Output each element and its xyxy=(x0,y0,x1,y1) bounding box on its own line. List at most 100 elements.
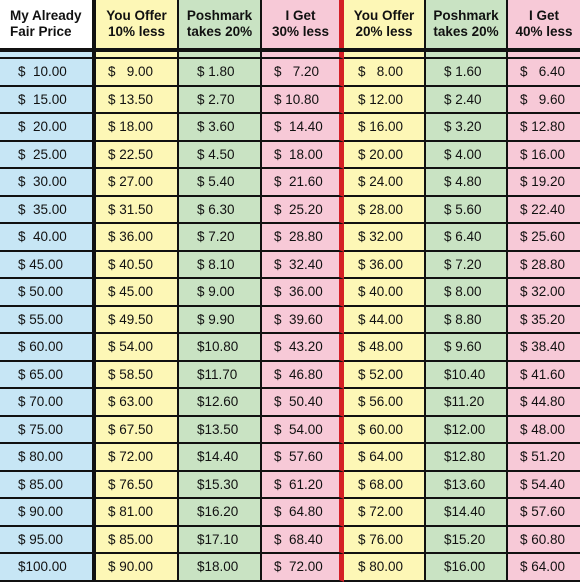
net-30-cell: $ 43.20 xyxy=(262,334,344,362)
header-fair-price: My Already Fair Price xyxy=(0,0,96,48)
offer-10-cell: $ 22.50 xyxy=(96,141,179,169)
header-line-2: 20% less xyxy=(355,24,413,39)
net-40-cell: $ 54.40 xyxy=(508,471,580,499)
table-row: $ 65.00 $ 58.50 $11.70 $ 46.80 $ 52.00 $10.40… xyxy=(0,361,580,389)
fair-price-cell: $ 95.00 xyxy=(0,526,96,554)
offer-20-cell: $ 56.00 xyxy=(344,389,426,417)
net-40-cell: $ 64.00 xyxy=(508,554,580,582)
offer-10-cell: $ 13.50 xyxy=(96,86,179,114)
offer-10-cell: $ 36.00 xyxy=(96,224,179,252)
fee-10-cell: $ 4.50 xyxy=(179,141,262,169)
fee-20-cell: $ 4.80 xyxy=(426,169,508,197)
table-row: $ 80.00 $ 72.00 $14.40 $ 57.60 $ 64.00 $12.80… xyxy=(0,444,580,472)
net-40-cell: $ 57.60 xyxy=(508,499,580,527)
net-40-cell: $ 44.80 xyxy=(508,389,580,417)
fair-price-cell: $ 40.00 xyxy=(0,224,96,252)
fee-10-cell: $ 3.60 xyxy=(179,114,262,142)
spacer-cell xyxy=(262,52,344,59)
fee-20-cell: $11.20 xyxy=(426,389,508,417)
offer-20-cell: $ 44.00 xyxy=(344,306,426,334)
header-offer-20: You Offer 20% less xyxy=(344,0,426,48)
offer-20-cell: $ 60.00 xyxy=(344,416,426,444)
offer-20-cell: $ 32.00 xyxy=(344,224,426,252)
fair-price-cell: $ 35.00 xyxy=(0,196,96,224)
offer-20-cell: $ 64.00 xyxy=(344,444,426,472)
fee-20-cell: $12.80 xyxy=(426,444,508,472)
fee-10-cell: $ 2.70 xyxy=(179,86,262,114)
offer-10-cell: $ 9.00 xyxy=(96,59,179,87)
net-30-cell: $ 21.60 xyxy=(262,169,344,197)
offer-10-cell: $ 18.00 xyxy=(96,114,179,142)
table-row: $ 20.00 $ 18.00 $ 3.60 $ 14.40 $ 16.00 $ 3.20… xyxy=(0,114,580,142)
fee-20-cell: $ 4.00 xyxy=(426,141,508,169)
offer-20-cell: $ 8.00 xyxy=(344,59,426,87)
spacer-cell xyxy=(96,52,179,59)
table-row: $ 90.00 $ 81.00 $16.20 $ 64.80 $ 72.00 $14.40… xyxy=(0,499,580,527)
header-offer-10: You Offer 10% less xyxy=(96,0,179,48)
offer-20-cell: $ 76.00 xyxy=(344,526,426,554)
net-30-cell: $ 25.20 xyxy=(262,196,344,224)
fair-price-cell: $ 30.00 xyxy=(0,169,96,197)
spacer-cell xyxy=(344,52,426,59)
fee-20-cell: $ 3.20 xyxy=(426,114,508,142)
fee-10-cell: $ 6.30 xyxy=(179,196,262,224)
offer-20-cell: $ 16.00 xyxy=(344,114,426,142)
net-30-cell: $ 14.40 xyxy=(262,114,344,142)
fair-price-cell: $ 70.00 xyxy=(0,389,96,417)
net-40-cell: $ 19.20 xyxy=(508,169,580,197)
table-header: My Already Fair Price You Offer 10% less Pos… xyxy=(0,0,580,52)
offer-20-cell: $ 12.00 xyxy=(344,86,426,114)
net-40-cell: $ 28.80 xyxy=(508,251,580,279)
fee-20-cell: $15.20 xyxy=(426,526,508,554)
fee-10-cell: $ 9.00 xyxy=(179,279,262,307)
fair-price-cell: $ 10.00 xyxy=(0,59,96,87)
offer-10-cell: $ 81.00 xyxy=(96,499,179,527)
header-line-2: takes 20% xyxy=(186,24,253,39)
header-line-1: You Offer xyxy=(353,8,415,23)
offer-20-cell: $ 80.00 xyxy=(344,554,426,582)
net-30-cell: $ 28.80 xyxy=(262,224,344,252)
table-row: $ 30.00 $ 27.00 $ 5.40 $ 21.60 $ 24.00 $ 4.80… xyxy=(0,169,580,197)
table-row: $ 95.00 $ 85.00 $17.10 $ 68.40 $ 76.00 $15.20… xyxy=(0,526,580,554)
offer-10-cell: $ 54.00 xyxy=(96,334,179,362)
fee-20-cell: $ 5.60 xyxy=(426,196,508,224)
header-line-2: 30% less xyxy=(271,24,330,39)
net-40-cell: $ 38.40 xyxy=(508,334,580,362)
net-40-cell: $ 51.20 xyxy=(508,444,580,472)
offer-10-cell: $ 49.50 xyxy=(96,306,179,334)
table-row: $ 60.00 $ 54.00 $10.80 $ 43.20 $ 48.00 $ 9.60… xyxy=(0,334,580,362)
net-40-cell: $ 12.80 xyxy=(508,114,580,142)
header-poshmark-fee-1: Poshmark takes 20% xyxy=(179,0,262,48)
table-row: $ 40.00 $ 36.00 $ 7.20 $ 28.80 $ 32.00 $ 6.40… xyxy=(0,224,580,252)
fair-price-cell: $ 85.00 xyxy=(0,471,96,499)
fee-20-cell: $16.00 xyxy=(426,554,508,582)
fee-20-cell: $ 8.80 xyxy=(426,306,508,334)
fair-price-cell: $ 65.00 xyxy=(0,361,96,389)
fee-10-cell: $16.20 xyxy=(179,499,262,527)
fee-10-cell: $ 5.40 xyxy=(179,169,262,197)
header-i-get-30: I Get 30% less xyxy=(262,0,344,48)
fee-10-cell: $12.60 xyxy=(179,389,262,417)
fee-20-cell: $14.40 xyxy=(426,499,508,527)
offer-10-cell: $ 31.50 xyxy=(96,196,179,224)
header-line-1: I Get xyxy=(285,8,316,23)
net-40-cell: $ 41.60 xyxy=(508,361,580,389)
net-40-cell: $ 32.00 xyxy=(508,279,580,307)
offer-20-cell: $ 52.00 xyxy=(344,361,426,389)
offer-10-cell: $ 58.50 xyxy=(96,361,179,389)
fair-price-cell: $ 60.00 xyxy=(0,334,96,362)
spacer-cell xyxy=(508,52,580,59)
fee-10-cell: $ 8.10 xyxy=(179,251,262,279)
net-30-cell: $ 39.60 xyxy=(262,306,344,334)
fair-price-cell: $ 75.00 xyxy=(0,416,96,444)
header-line-1: Poshmark xyxy=(186,8,253,23)
header-spacer-row xyxy=(0,52,580,59)
net-30-cell: $ 10.80 xyxy=(262,86,344,114)
offer-10-cell: $ 72.00 xyxy=(96,444,179,472)
header-line-1: My Already xyxy=(10,8,82,23)
fee-10-cell: $15.30 xyxy=(179,471,262,499)
net-30-cell: $ 32.40 xyxy=(262,251,344,279)
offer-20-cell: $ 24.00 xyxy=(344,169,426,197)
net-30-cell: $ 72.00 xyxy=(262,554,344,582)
